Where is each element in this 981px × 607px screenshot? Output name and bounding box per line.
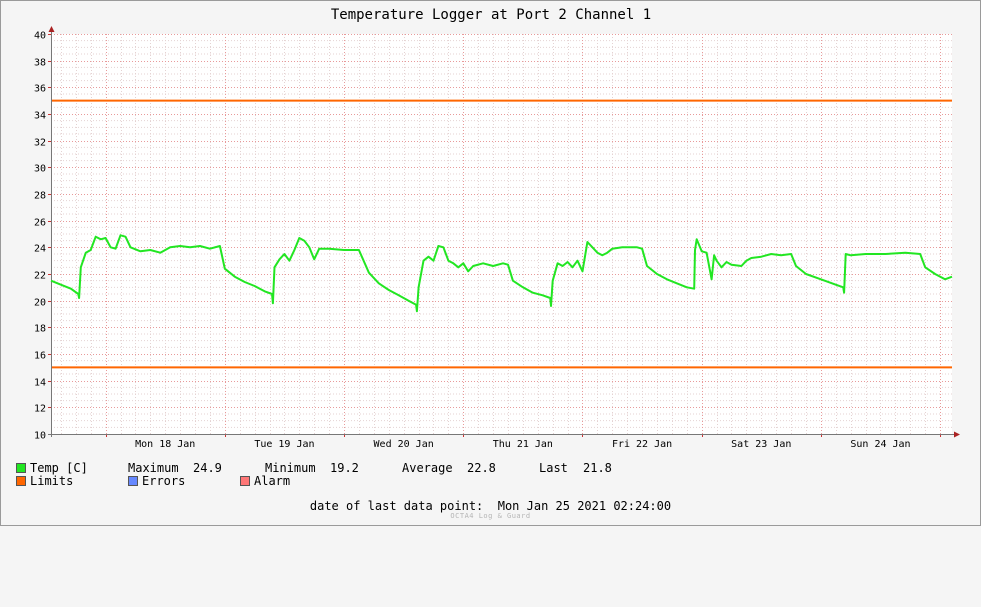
last-value: 21.8 <box>583 462 612 474</box>
x-axis-arrow <box>954 432 960 438</box>
legend-temp-label: Temp [C] <box>30 462 88 474</box>
y-tick-label: 28 <box>34 191 46 202</box>
y-tick-label: 30 <box>34 164 46 175</box>
last-label: Last <box>539 462 568 474</box>
legend-row-markers: Limits Errors Alarm <box>16 475 45 487</box>
x-tick-labels: Mon 18 Jan Tue 19 Jan Wed 20 Jan Thu 21 Jan… <box>135 439 910 450</box>
x-tick-label: Mon 18 Jan <box>135 439 195 450</box>
minimum-label: Minimum <box>265 462 316 474</box>
y-tick-label: 34 <box>34 111 46 122</box>
y-tick-label: 24 <box>34 244 46 255</box>
legend-limits-label: Limits <box>30 475 73 487</box>
average-label: Average <box>402 462 453 474</box>
legend-row-temp: Temp [C] Maximum 24.9 Minimum 19.2 Avera… <box>16 462 45 474</box>
last-data-point: date of last data point: Mon Jan 25 2021… <box>0 499 981 513</box>
chart-title: Temperature Logger at Port 2 Channel 1 <box>331 7 651 23</box>
legend: Temp [C] Maximum 24.9 Minimum 19.2 Avera… <box>16 462 45 488</box>
maximum-label: Maximum <box>128 462 179 474</box>
last-point-label: date of last data point: <box>310 499 483 513</box>
y-tick-label: 36 <box>34 84 46 95</box>
last-point-value: Mon Jan 25 2021 02:24:00 <box>498 499 671 513</box>
y-tick-label: 40 <box>34 31 46 42</box>
maximum-value: 24.9 <box>193 462 222 474</box>
y-tick-label: 20 <box>34 298 46 309</box>
y-tick-label: 18 <box>34 324 46 335</box>
y-tick-label: 38 <box>34 58 46 69</box>
watermark: OCTA4 Log & Guard <box>0 512 981 520</box>
x-tick-label: Thu 21 Jan <box>493 439 553 450</box>
x-tick-label: Sat 23 Jan <box>731 439 791 450</box>
y-tick-label: 14 <box>34 378 46 389</box>
x-tick-label: Sun 24 Jan <box>850 439 910 450</box>
x-tick-label: Fri 22 Jan <box>612 439 672 450</box>
legend-alarm-label: Alarm <box>254 475 290 487</box>
y-tick-label: 26 <box>34 218 46 229</box>
y-tick-label: 10 <box>34 431 46 442</box>
limits-swatch <box>16 476 26 486</box>
chart-frame: Temperature Logger at Port 2 Channel 1 1… <box>0 0 981 526</box>
legend-errors-label: Errors <box>142 475 185 487</box>
temp-swatch <box>16 463 26 473</box>
y-tick-label: 22 <box>34 271 46 282</box>
alarm-swatch <box>240 476 250 486</box>
temperature-chart: Temperature Logger at Port 2 Channel 1 1… <box>1 1 980 525</box>
y-tick-labels: 10 12 14 16 18 20 22 24 26 28 30 32 34 36 38 40 <box>34 31 46 442</box>
y-axis-arrow <box>49 26 55 32</box>
minimum-value: 19.2 <box>330 462 359 474</box>
errors-swatch <box>128 476 138 486</box>
y-tick-label: 12 <box>34 404 46 415</box>
y-tick-label: 32 <box>34 138 46 149</box>
average-value: 22.8 <box>467 462 496 474</box>
x-tick-label: Wed 20 Jan <box>374 439 434 450</box>
y-tick-label: 16 <box>34 351 46 362</box>
x-tick-label: Tue 19 Jan <box>254 439 314 450</box>
